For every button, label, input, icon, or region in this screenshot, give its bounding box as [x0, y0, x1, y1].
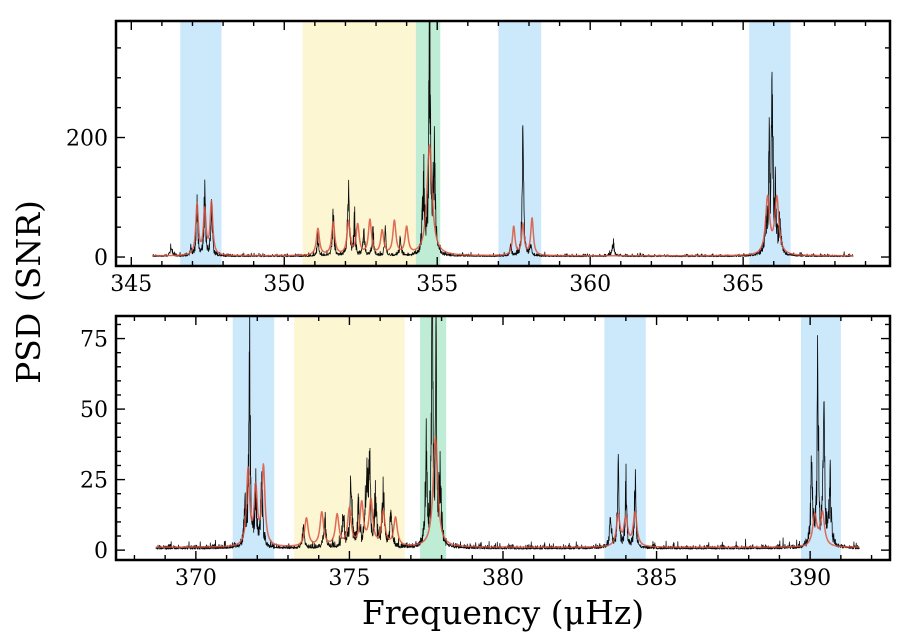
axes-frame — [114, 314, 892, 562]
x-tick-label: 375 — [328, 566, 370, 591]
x-axis-label: Frequency (μHz) — [362, 593, 644, 632]
x-tick-label: 365 — [722, 272, 764, 297]
x-tick-label: 350 — [263, 272, 305, 297]
x-tick-label: 355 — [416, 272, 458, 297]
x-tick-label: 385 — [636, 566, 678, 591]
y-tick-label: 0 — [94, 539, 108, 564]
y-tick-label: 200 — [66, 127, 108, 152]
y-tick-label: 50 — [80, 398, 108, 423]
panel-bottom: 370 375 380 385 390 0 25 50 75 — [80, 314, 892, 591]
x-tick-label: 380 — [482, 566, 524, 591]
band-l1 — [749, 21, 791, 266]
x-tick-label: 390 — [789, 566, 831, 591]
band-l1 — [180, 21, 222, 266]
band-l1 — [498, 21, 542, 266]
series-model — [152, 144, 854, 257]
x-tick-label: 370 — [175, 566, 217, 591]
x-tick-label: 360 — [569, 272, 611, 297]
y-tick-label: 25 — [80, 469, 108, 494]
band-l2_l0_region — [302, 21, 416, 266]
plot-area — [152, 21, 854, 266]
series-psd — [152, 21, 854, 258]
y-tick-label: 75 — [80, 328, 108, 353]
panel-top: 345 350 355 360 365 0 200 — [66, 19, 892, 297]
y-tick-label: 0 — [94, 246, 108, 271]
x-tick-label: 345 — [110, 272, 152, 297]
series-model — [155, 436, 860, 548]
series-psd — [155, 316, 860, 550]
axes-frame — [114, 19, 892, 268]
plot-area — [155, 316, 860, 560]
y-axis-label: PSD (SNR) — [9, 200, 48, 384]
